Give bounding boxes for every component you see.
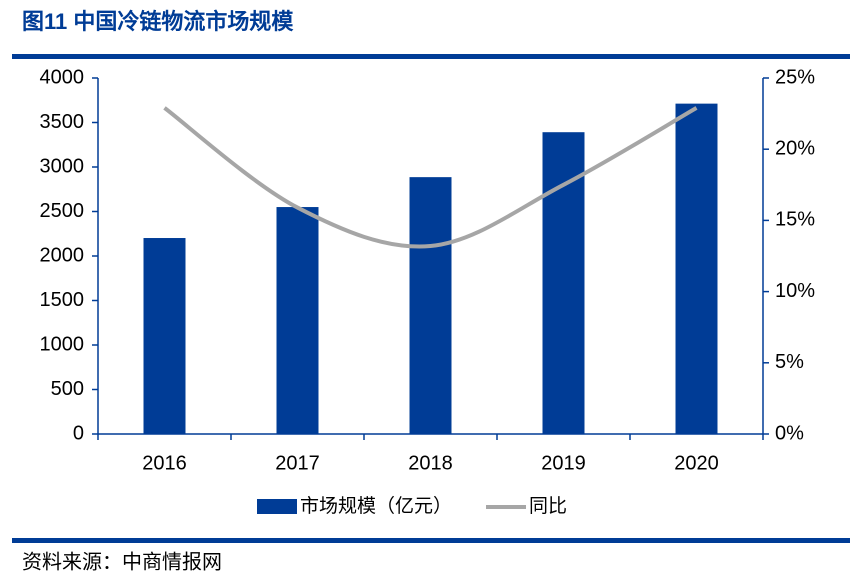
y2-tick-label: 0% [775,422,804,444]
y-tick-label: 0 [73,422,84,444]
legend-label: 市场规模（亿元） [300,495,452,517]
y2-tick-label: 15% [775,209,815,231]
y-tick-label: 3000 [40,155,85,177]
y-tick-label: 2000 [40,244,85,266]
bar [143,238,186,434]
y2-tick-label: 25% [775,66,815,88]
y2-tick-label: 20% [775,137,815,159]
x-tick-label: 2019 [541,452,586,474]
footer-rule [12,538,850,543]
x-tick-label: 2018 [408,452,453,474]
y-tick-label: 2500 [40,200,85,222]
x-tick-label: 2017 [275,452,320,474]
bar [276,207,319,434]
y2-tick-label: 5% [775,351,804,373]
y-tick-label: 500 [51,378,84,400]
y-tick-label: 4000 [40,66,85,88]
y-tick-label: 3500 [40,111,85,133]
source: 资料来源：中商情报网 [22,550,222,573]
x-tick-label: 2016 [142,452,187,474]
bar [409,177,452,434]
bar [542,132,585,435]
legend-label: 同比 [529,495,567,517]
y-tick-label: 1500 [40,289,85,311]
legend-swatch [257,499,297,514]
x-tick-label: 2020 [674,452,719,474]
header-rule [12,54,850,59]
line [163,106,698,249]
y2-tick-label: 10% [775,280,815,302]
bar [675,103,718,434]
chart-title: 图11 中国冷链物流市场规模 [22,9,294,34]
y-tick-label: 1000 [40,333,85,355]
